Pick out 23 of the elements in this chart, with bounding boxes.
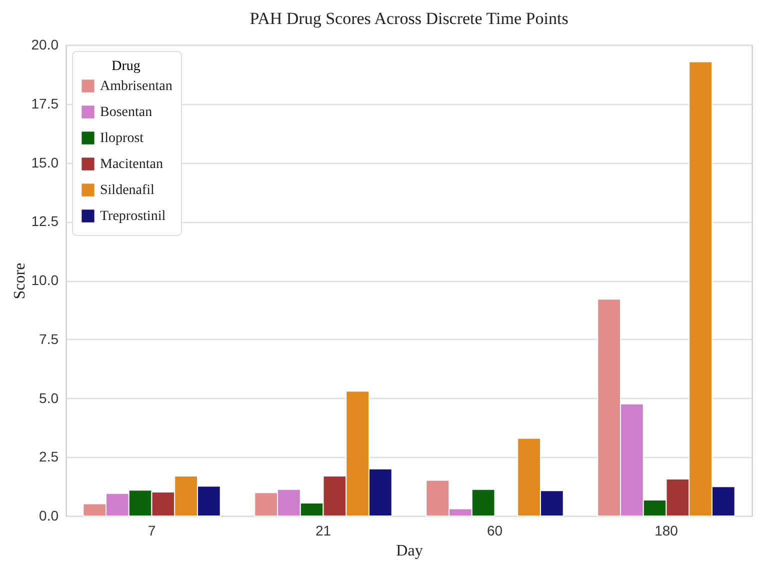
y-tick-label: 10.0 — [31, 272, 59, 288]
y-tick-label: 20.0 — [31, 36, 59, 52]
legend-label: Macitentan — [100, 157, 163, 172]
x-tick-label: 21 — [315, 522, 332, 538]
legend-label: Bosentan — [100, 105, 152, 120]
x-tick-label: 7 — [148, 522, 156, 538]
x-tick-label: 180 — [654, 522, 678, 538]
chart-title: PAH Drug Scores Across Discrete Time Points — [250, 9, 568, 28]
legend-label: Treprostinil — [100, 209, 166, 224]
y-tick-label: 5.0 — [39, 390, 59, 406]
legend-label: Iloprost — [100, 131, 144, 146]
y-tick-label: 12.5 — [31, 213, 59, 230]
y-axis-title: Score — [11, 262, 28, 300]
y-tick-label: 7.5 — [39, 330, 59, 347]
legend-title: Drug — [112, 59, 140, 74]
legend-label: Sildenafil — [100, 183, 155, 198]
x-axis-title: Day — [396, 542, 423, 560]
y-tick-label: 15.0 — [31, 154, 59, 170]
y-tick-label: 2.5 — [39, 448, 59, 465]
legend-label: Ambrisentan — [100, 79, 172, 94]
x-tick-label: 60 — [486, 522, 503, 538]
y-tick-label: 17.5 — [31, 95, 59, 112]
y-tick-label: 0.0 — [39, 508, 59, 524]
